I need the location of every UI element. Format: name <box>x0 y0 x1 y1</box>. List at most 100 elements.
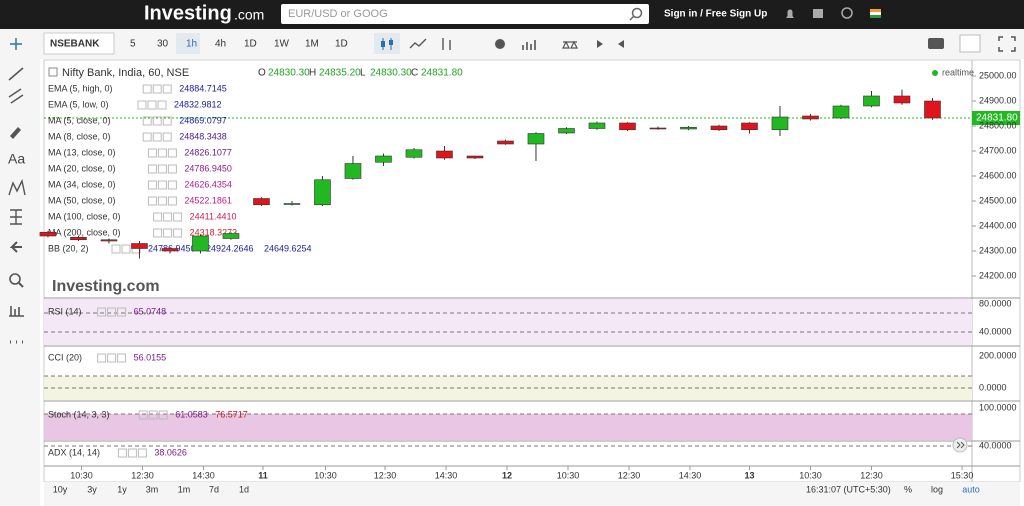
indicator-control[interactable] <box>152 116 162 126</box>
interval-button[interactable]: 1h <box>186 39 197 50</box>
line-chart-button[interactable] <box>409 38 427 49</box>
candle-body <box>100 239 118 242</box>
indicator-control[interactable] <box>162 116 172 126</box>
fullscreen-button[interactable] <box>998 36 1016 52</box>
indicator-control[interactable] <box>167 196 177 206</box>
indicator-control[interactable] <box>157 148 167 158</box>
indicator-control[interactable] <box>162 84 172 94</box>
indicator-control[interactable] <box>147 196 157 206</box>
line-tool[interactable] <box>8 67 24 81</box>
indicator-control[interactable] <box>157 196 167 206</box>
symbol-box[interactable] <box>43 32 115 55</box>
indicator-control[interactable] <box>167 148 177 158</box>
range-button[interactable]: 1y <box>117 484 127 494</box>
bars-button[interactable] <box>442 38 451 50</box>
indicator-control[interactable] <box>167 164 177 174</box>
range-button[interactable]: 7d <box>209 484 219 494</box>
scale-button[interactable]: log <box>931 484 943 494</box>
text-tool[interactable]: Aa <box>8 151 25 167</box>
undo-button[interactable] <box>597 40 603 48</box>
indicator-control[interactable] <box>147 180 157 190</box>
scale-button[interactable]: auto <box>962 484 980 494</box>
pane-control[interactable] <box>107 307 117 317</box>
interval-button[interactable]: 1D <box>244 39 257 50</box>
compare-button[interactable] <box>562 40 578 49</box>
indicator-control[interactable] <box>163 212 173 222</box>
candle-body <box>39 231 57 237</box>
indicator-control[interactable] <box>167 180 177 190</box>
interval-button[interactable]: 30 <box>157 39 169 50</box>
pane-control[interactable] <box>117 307 127 317</box>
indicator-control[interactable] <box>147 148 157 158</box>
indicator-control[interactable] <box>173 212 183 222</box>
interval-button[interactable]: 1D <box>335 39 348 50</box>
fib-tool[interactable] <box>10 209 22 225</box>
pane-control[interactable] <box>158 410 168 420</box>
range-button[interactable]: 1m <box>178 484 191 494</box>
settings-button[interactable] <box>495 39 505 49</box>
pane-control[interactable] <box>138 410 148 420</box>
bell-icon[interactable] <box>786 9 794 19</box>
collapse-box[interactable] <box>48 67 58 77</box>
measure-tool[interactable] <box>9 306 24 317</box>
indicator-control[interactable] <box>142 84 152 94</box>
range-button[interactable]: 1d <box>239 484 249 494</box>
range-button[interactable]: 3m <box>146 484 159 494</box>
indicator-control[interactable] <box>157 100 167 110</box>
flag-icon-mid <box>870 12 881 15</box>
indicator-control[interactable] <box>162 132 172 142</box>
indicators-button[interactable] <box>522 40 536 50</box>
y-tick-label: 24500.00 <box>979 195 1017 205</box>
logo[interactable]: Investing <box>144 2 232 24</box>
interval-button[interactable]: 5 <box>130 39 136 50</box>
channel-tool[interactable] <box>8 88 24 104</box>
indicator-control[interactable] <box>152 84 162 94</box>
indicator-control[interactable] <box>153 228 163 238</box>
layout-button[interactable] <box>959 34 981 53</box>
zoom-tool[interactable] <box>9 273 21 285</box>
interval-button[interactable]: 1W <box>274 39 290 50</box>
range-button[interactable]: 3y <box>87 484 97 494</box>
back-tool[interactable] <box>9 241 22 253</box>
interval-button[interactable]: 4h <box>215 39 226 50</box>
indicator-control[interactable] <box>142 116 152 126</box>
pane-control[interactable] <box>117 353 127 363</box>
range-button[interactable]: 10y <box>53 484 68 494</box>
indicator-control[interactable] <box>157 164 167 174</box>
search-icon[interactable] <box>631 7 643 19</box>
indicator-control[interactable] <box>157 180 167 190</box>
indicator-control[interactable] <box>152 132 162 142</box>
indicator-control[interactable] <box>147 100 157 110</box>
indicator-control[interactable] <box>137 100 147 110</box>
ohlc-key: O <box>258 68 266 79</box>
indicator-control[interactable] <box>173 228 183 238</box>
redo-button[interactable] <box>618 40 624 48</box>
sign-in-link[interactable]: Sign in / Free Sign Up <box>664 9 767 20</box>
indicator-control[interactable] <box>121 244 131 254</box>
pane-control[interactable] <box>107 353 117 363</box>
indicator-control[interactable] <box>147 164 157 174</box>
indicator-value: 24318.3273 <box>190 227 238 237</box>
clock-icon[interactable] <box>841 7 853 19</box>
crosshair-tool[interactable] <box>10 38 22 50</box>
search-box[interactable] <box>281 4 649 24</box>
indicator-control[interactable] <box>142 132 152 142</box>
camera-button[interactable] <box>928 38 944 49</box>
portfolio-icon[interactable] <box>813 9 823 18</box>
interval-button[interactable]: 1M <box>305 39 319 50</box>
pane-control[interactable] <box>97 353 107 363</box>
flag-icon[interactable] <box>870 9 881 12</box>
pane-value: 56.0155 <box>134 352 167 362</box>
indicator-control[interactable] <box>111 244 121 254</box>
pane-control[interactable] <box>97 307 107 317</box>
scale-button[interactable]: % <box>904 484 912 494</box>
pane-control[interactable] <box>127 448 137 458</box>
brush-tool[interactable] <box>10 127 21 139</box>
indicator-control[interactable] <box>163 228 173 238</box>
indicator-control[interactable] <box>153 212 163 222</box>
pane-control[interactable] <box>148 410 158 420</box>
pane-control[interactable] <box>137 448 147 458</box>
pane-control[interactable] <box>117 448 127 458</box>
pattern-tool[interactable] <box>8 178 26 196</box>
candles-button[interactable] <box>374 33 400 54</box>
